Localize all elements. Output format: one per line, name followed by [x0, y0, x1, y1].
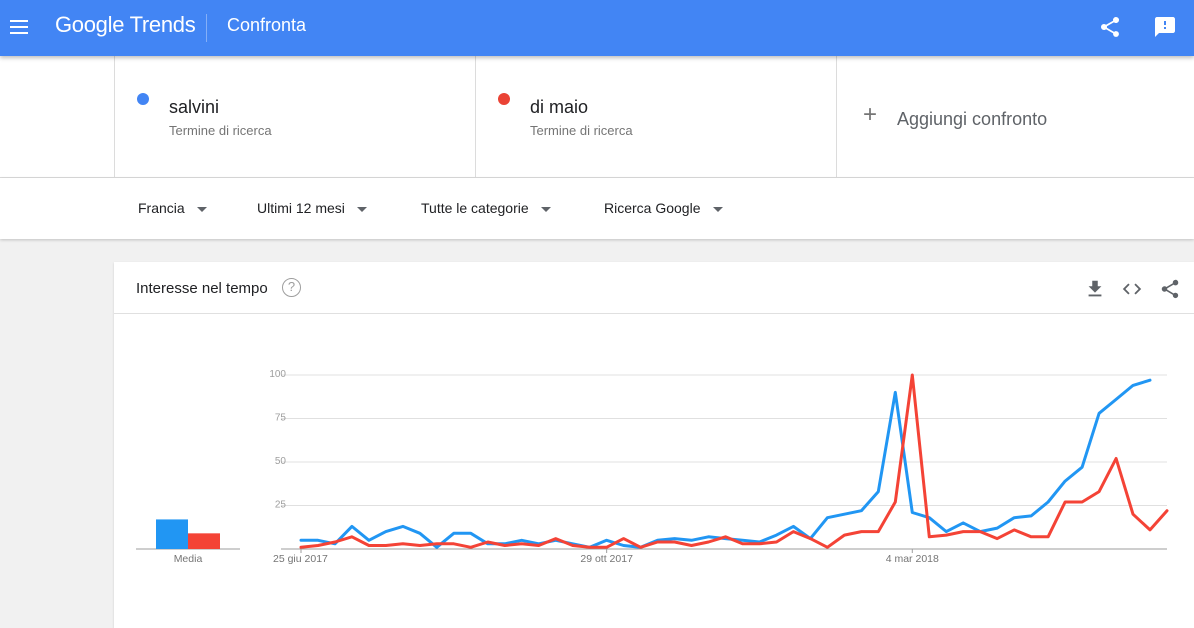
dropdown-arrow-icon — [356, 206, 367, 212]
page-title: Confronta — [227, 15, 307, 35]
add-comparison-button[interactable]: + Aggiungi confronto — [836, 56, 1194, 177]
app-bar: Google Trends Confronta — [0, 0, 1194, 56]
search-property-dropdown[interactable]: Ricerca Google — [604, 200, 723, 216]
term-kind: Termine di ricerca — [530, 123, 633, 138]
term-salvini[interactable]: salvini Termine di ricerca — [114, 56, 475, 177]
add-comparison-label: Aggiungi confronto — [897, 109, 1048, 129]
help-icon[interactable]: ? — [282, 278, 301, 297]
filters-bar: Francia Ultimi 12 mesi Tutte le categori… — [0, 178, 1194, 239]
card-header: Interesse nel tempo ? — [114, 262, 1194, 314]
average-bar-salvini — [156, 519, 188, 549]
interest-over-time-card: Interesse nel tempo ? 100 75 50 25 25 giu 20… — [114, 262, 1194, 628]
logo-trends: Trends — [129, 12, 196, 37]
term-color-dot — [137, 93, 149, 105]
share-icon[interactable] — [1098, 15, 1122, 39]
x-tick-label: 4 mar 2018 — [886, 553, 939, 565]
share-icon[interactable] — [1159, 278, 1181, 300]
category-dropdown[interactable]: Tutte le categorie — [421, 200, 551, 216]
x-tick-label: 25 giu 2017 — [273, 553, 328, 565]
term-kind: Termine di ricerca — [169, 123, 272, 138]
dropdown-arrow-icon — [196, 206, 207, 212]
y-tick-label: 75 — [275, 413, 287, 424]
logo-google: Google — [55, 12, 125, 37]
menu-icon[interactable] — [8, 16, 30, 38]
y-tick-label: 50 — [275, 456, 287, 467]
feedback-icon[interactable] — [1153, 15, 1177, 39]
y-tick-label: 100 — [269, 369, 286, 380]
region-value: Francia — [138, 200, 185, 216]
x-tick-label: 29 ott 2017 — [580, 553, 633, 565]
y-tick-label: 25 — [275, 500, 287, 511]
search-property-value: Ricerca Google — [604, 200, 701, 216]
embed-code-icon[interactable] — [1121, 278, 1143, 300]
time-range-dropdown[interactable]: Ultimi 12 mesi — [257, 200, 367, 216]
term-color-dot — [498, 93, 510, 105]
time-range-value: Ultimi 12 mesi — [257, 200, 345, 216]
dropdown-arrow-icon — [712, 206, 723, 212]
series-line-salvini — [299, 378, 1152, 549]
card-title: Interesse nel tempo — [136, 280, 268, 297]
average-label: Media — [174, 553, 203, 565]
header-divider — [206, 14, 207, 42]
average-bar-di-maio — [188, 533, 220, 549]
plus-icon: + — [863, 101, 878, 128]
term-name: di maio — [530, 97, 589, 117]
category-value: Tutte le categorie — [421, 200, 529, 216]
term-name: salvini — [169, 97, 220, 117]
region-dropdown[interactable]: Francia — [138, 200, 207, 216]
term-di-maio[interactable]: di maio Termine di ricerca — [475, 56, 836, 177]
interest-chart: 100 75 50 25 25 giu 2017 29 ott 2017 4 mar 201… — [136, 369, 1169, 565]
dropdown-arrow-icon — [540, 206, 551, 212]
download-icon[interactable] — [1084, 278, 1106, 300]
google-trends-logo[interactable]: Google Trends — [55, 12, 196, 38]
search-terms-bar: salvini Termine di ricerca di maio Termi… — [0, 56, 1194, 178]
series-line-di-maio — [299, 373, 1169, 549]
